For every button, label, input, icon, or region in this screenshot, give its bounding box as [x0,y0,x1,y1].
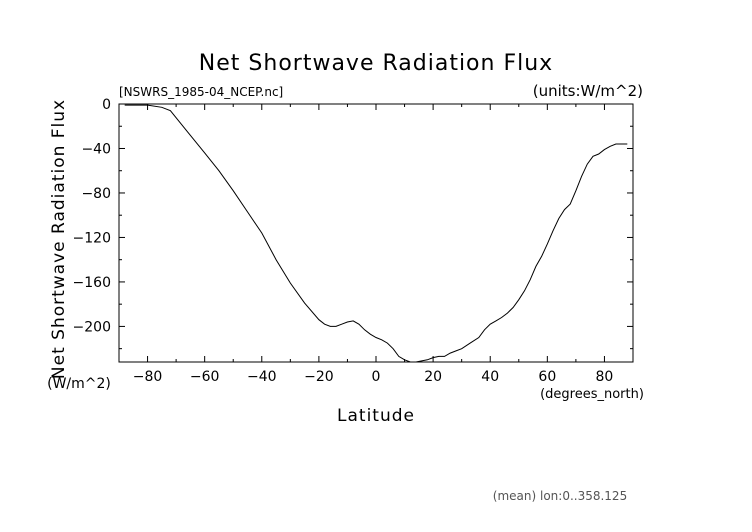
y-tick-label: 0 [102,97,111,113]
x-axis-ticks: −80 −60 −40 −20 0 20 40 60 80 [118,104,634,385]
x-tick-label: −80 [133,369,163,385]
units-label: (units:W/m^2) [533,82,643,100]
x-tick-label: −20 [304,369,334,385]
chart-title: Net Shortwave Radiation Flux [199,51,553,76]
y-tick-label: −200 [73,319,111,335]
y-axis-label: Net Shortwave Radiation Flux [49,99,69,379]
x-tick-label: −40 [247,369,277,385]
x-tick-label: 20 [424,369,442,385]
x-axis-units: (degrees_north) [540,387,644,402]
x-tick-label: 40 [481,369,499,385]
y-tick-label: −120 [73,230,111,246]
file-label: [NSWRS_1985-04_NCEP.nc] [119,85,283,99]
x-tick-label: −60 [190,369,220,385]
y-tick-label: −40 [81,141,111,157]
series-line [124,104,628,363]
y-axis-units: (W/m^2) [47,376,111,392]
x-tick-label: 0 [372,369,381,385]
x-tick-label: 60 [538,369,556,385]
x-tick-label: 80 [596,369,614,385]
x-axis-label: Latitude [337,406,415,426]
y-tick-label: −80 [81,186,111,202]
y-axis-ticks: 0 −40 −80 −120 −160 −200 [73,97,633,350]
footer-note: (mean) lon:0..358.125 [493,489,627,503]
y-tick-label: −160 [73,275,111,291]
